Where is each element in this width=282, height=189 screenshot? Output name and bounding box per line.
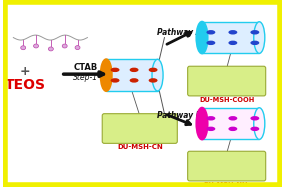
Ellipse shape — [228, 127, 237, 131]
Ellipse shape — [228, 30, 237, 35]
FancyBboxPatch shape — [188, 151, 266, 181]
Ellipse shape — [228, 116, 237, 121]
FancyBboxPatch shape — [202, 22, 259, 53]
Text: TEOS: TEOS — [5, 78, 46, 92]
Text: Pathway B: Pathway B — [157, 111, 202, 120]
Ellipse shape — [152, 59, 163, 91]
Ellipse shape — [149, 68, 158, 72]
Ellipse shape — [111, 68, 120, 72]
Ellipse shape — [34, 44, 39, 48]
Ellipse shape — [228, 41, 237, 45]
Ellipse shape — [49, 47, 53, 51]
Ellipse shape — [250, 116, 259, 121]
Ellipse shape — [206, 127, 215, 131]
Text: DU-MSH-CN: DU-MSH-CN — [117, 144, 163, 150]
Ellipse shape — [130, 68, 138, 72]
Ellipse shape — [130, 78, 138, 83]
Ellipse shape — [254, 22, 265, 53]
Text: DU-MSH-NH₂: DU-MSH-NH₂ — [203, 182, 250, 188]
Ellipse shape — [111, 78, 120, 83]
Text: DU-MSH-COOH: DU-MSH-COOH — [199, 97, 254, 103]
Ellipse shape — [250, 127, 259, 131]
Ellipse shape — [250, 41, 259, 45]
Ellipse shape — [197, 22, 208, 53]
Ellipse shape — [75, 46, 80, 50]
Text: Pathway A: Pathway A — [157, 28, 202, 37]
FancyBboxPatch shape — [102, 114, 177, 143]
Text: +: + — [20, 65, 30, 78]
Ellipse shape — [197, 108, 208, 139]
FancyBboxPatch shape — [106, 59, 158, 91]
Ellipse shape — [254, 108, 265, 139]
Ellipse shape — [62, 44, 67, 48]
Ellipse shape — [149, 78, 158, 83]
FancyBboxPatch shape — [188, 66, 266, 96]
Text: CTAB: CTAB — [73, 63, 98, 72]
FancyBboxPatch shape — [202, 108, 259, 139]
Ellipse shape — [206, 30, 215, 35]
Ellipse shape — [21, 46, 26, 50]
Text: Step-1: Step-1 — [73, 73, 98, 82]
Ellipse shape — [250, 30, 259, 35]
Ellipse shape — [101, 59, 112, 91]
Ellipse shape — [206, 116, 215, 121]
Ellipse shape — [206, 41, 215, 45]
